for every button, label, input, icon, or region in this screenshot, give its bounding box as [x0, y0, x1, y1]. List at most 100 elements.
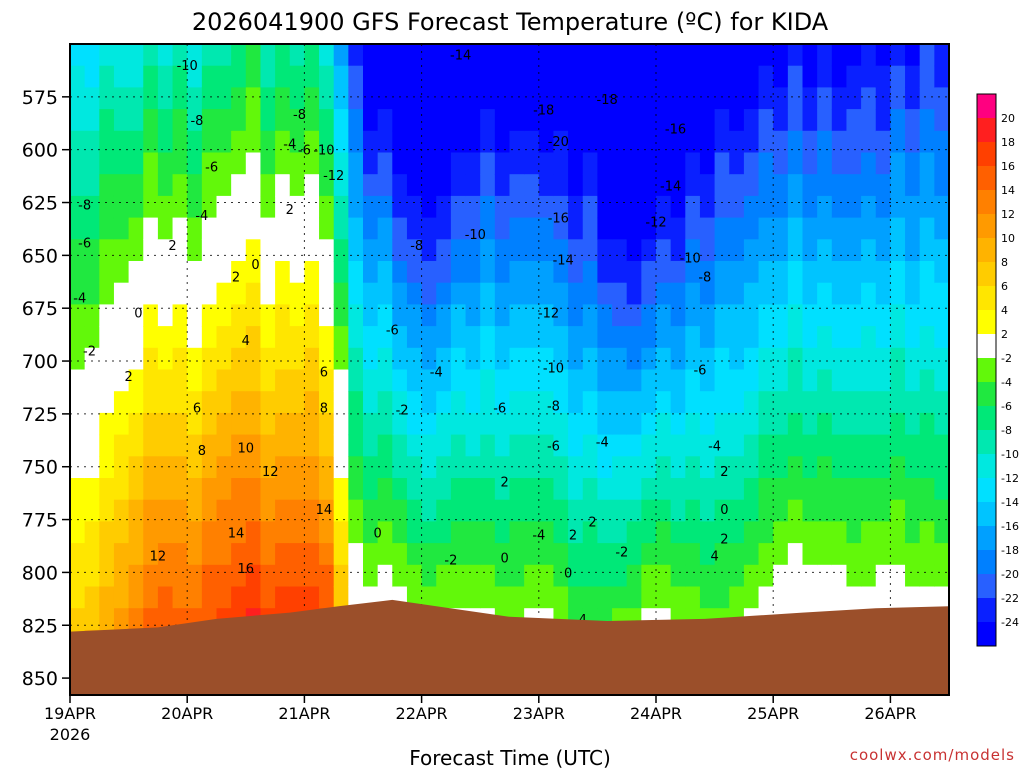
contour-label: -16: [548, 211, 569, 226]
temperature-cell: [743, 109, 760, 132]
contour-label: -4: [73, 292, 86, 307]
temperature-cell: [743, 304, 760, 327]
temperature-cell: [787, 521, 804, 544]
temperature-cell: [538, 326, 555, 349]
temperature-cell: [641, 478, 657, 501]
temperature-cell: [406, 152, 423, 175]
temperature-cell: [406, 261, 423, 284]
colorbar-segment: [977, 454, 996, 479]
temperature-cell: [538, 174, 555, 197]
temperature-cell: [875, 152, 891, 175]
temperature-cell: [260, 412, 276, 436]
colorbar-segment: [977, 166, 996, 191]
temperature-cell: [582, 282, 598, 305]
temperature-cell: [289, 109, 305, 132]
temperature-cell: [450, 217, 467, 240]
temperature-cell: [626, 543, 642, 566]
temperature-cell: [187, 326, 203, 349]
temperature-cell: [260, 65, 276, 88]
temperature-cell: [245, 586, 262, 609]
temperature-cell: [421, 261, 437, 284]
temperature-cell: [685, 347, 701, 371]
colorbar-label: -18: [1001, 544, 1019, 557]
temperature-cell: [157, 282, 174, 305]
colorbar-label: -12: [1001, 472, 1019, 485]
temperature-cell: [787, 174, 804, 197]
temperature-cell: [714, 391, 730, 414]
temperature-cell: [524, 174, 540, 197]
contour-label: -14: [553, 254, 574, 269]
temperature-cell: [319, 44, 335, 67]
temperature-cell: [450, 369, 467, 392]
temperature-cell: [817, 152, 833, 175]
temperature-cell: [406, 456, 423, 479]
temperature-field: [70, 44, 949, 695]
temperature-cell: [113, 499, 130, 522]
temperature-cell: [260, 521, 276, 544]
temperature-cell: [524, 326, 540, 349]
temperature-cell: [201, 391, 218, 414]
temperature-cell: [846, 543, 862, 566]
temperature-cell: [70, 152, 86, 175]
colorbar-label: 10: [1001, 232, 1015, 245]
temperature-cell: [919, 282, 935, 305]
temperature-cell: [494, 152, 511, 175]
temperature-cell: [216, 174, 232, 197]
temperature-cell: [685, 44, 701, 67]
temperature-cell: [890, 304, 906, 327]
temperature-cell: [714, 87, 730, 110]
temperature-cell: [480, 87, 496, 110]
temperature-cell: [802, 195, 818, 219]
temperature-cell: [787, 195, 804, 219]
temperature-cell: [450, 347, 467, 371]
temperature-cell: [70, 195, 86, 219]
temperature-cell: [787, 586, 804, 609]
temperature-cell: [861, 347, 877, 371]
temperature-cell: [304, 130, 320, 154]
temperature-cell: [275, 412, 291, 436]
colorbar-label: -22: [1001, 592, 1019, 605]
temperature-cell: [802, 87, 818, 110]
temperature-cell: [787, 347, 804, 371]
temperature-cell: [699, 239, 716, 262]
temperature-cell: [187, 586, 203, 609]
temperature-cell: [113, 239, 130, 262]
temperature-cell: [905, 499, 921, 522]
temperature-cell: [656, 304, 672, 327]
temperature-cell: [919, 239, 935, 262]
contour-label: 2: [588, 516, 596, 531]
temperature-cell: [758, 44, 774, 67]
temperature-cell: [84, 261, 100, 284]
temperature-cell: [524, 282, 540, 305]
temperature-cell: [480, 304, 496, 327]
temperature-cell: [201, 44, 218, 67]
temperature-cell: [685, 326, 701, 349]
temperature-cell: [831, 109, 848, 132]
temperature-cell: [99, 391, 115, 414]
temperature-cell: [568, 282, 584, 305]
temperature-cell: [289, 282, 305, 305]
temperature-cell: [553, 478, 569, 501]
temperature-cell: [348, 304, 364, 327]
temperature-cell: [802, 261, 818, 284]
temperature-cell: [172, 65, 188, 88]
temperature-cell: [84, 44, 100, 67]
temperature-cell: [377, 391, 393, 414]
temperature-cell: [113, 391, 130, 414]
temperature-cell: [70, 282, 86, 305]
temperature-cell: [450, 412, 467, 436]
temperature-cell: [436, 261, 452, 284]
temperature-cell: [861, 499, 877, 522]
temperature-cell: [99, 347, 115, 371]
temperature-cell: [831, 478, 848, 501]
temperature-cell: [319, 412, 335, 436]
temperature-cell: [143, 564, 159, 588]
temperature-cell: [817, 521, 833, 544]
temperature-cell: [421, 44, 437, 67]
temperature-cell: [245, 65, 262, 88]
temperature-cell: [919, 195, 935, 219]
temperature-cell: [172, 586, 188, 609]
temperature-cell: [231, 347, 247, 371]
temperature-cell: [348, 130, 364, 154]
temperature-cell: [113, 326, 130, 349]
